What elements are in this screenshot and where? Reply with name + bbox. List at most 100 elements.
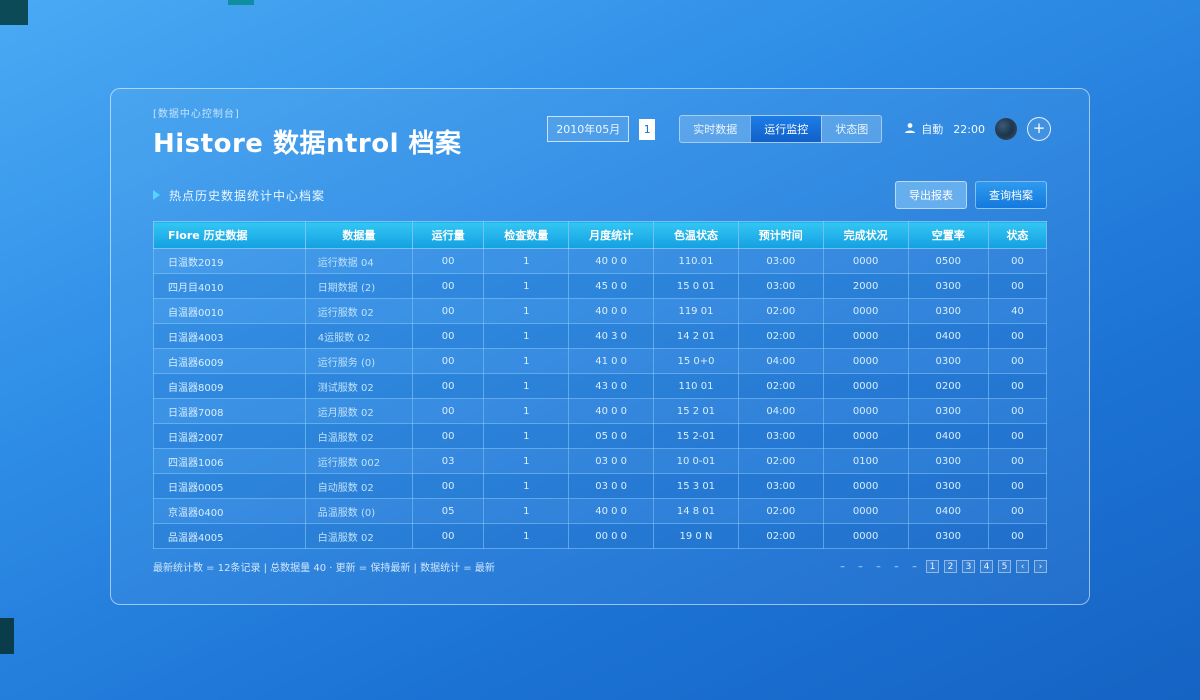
pagination-item[interactable]: 3	[962, 560, 975, 573]
table-cell: 00	[987, 373, 1048, 399]
pagination-item[interactable]: –	[858, 561, 863, 572]
pagination-item[interactable]: –	[840, 561, 845, 572]
table-cell: 0000	[822, 523, 909, 549]
table-row: 日温数2019 运行数据 04 00 1 40 0 0 110.01 03:00 0000 05…	[153, 248, 1048, 274]
user-menu[interactable]: 自動	[904, 121, 943, 137]
table-cell: 品温服数 (0)	[304, 498, 413, 524]
table-cell: 00	[987, 248, 1048, 274]
table-cell: 0000	[822, 398, 909, 424]
pagination-item[interactable]: 2	[944, 560, 957, 573]
section-title: 热点历史数据统计中心档案	[169, 188, 326, 203]
table-row: 四月目4010 日期数据 (2) 00 1 45 0 0 15 0 01 03:00 2000…	[153, 273, 1048, 299]
table-cell: 1	[483, 323, 570, 349]
table-cell: 1	[483, 423, 570, 449]
table-cell: 00 0 0	[568, 523, 655, 549]
table-cell: 03:00	[737, 248, 824, 274]
view-segmented-control: 实时数据 运行监控 状态图	[679, 115, 883, 143]
table-body: 日温数2019 运行数据 04 00 1 40 0 0 110.01 03:00 0000 05…	[153, 248, 1048, 549]
table-cell: 02:00	[737, 373, 824, 399]
table-cell: 119 01	[653, 298, 739, 324]
segment-status[interactable]: 状态图	[821, 116, 882, 142]
table-cell: 00	[411, 523, 485, 549]
footer-summary: 最新统计数 = 12条记录 | 总数据量 40 · 更新 = 保持最新 | 数据…	[153, 563, 495, 574]
table-cell: 03	[411, 448, 485, 474]
table-header-row: Flore 历史数据 数据量 运行量 检查数量 月度统计 色温状态 预计时间 完成状况 空置率状…	[153, 221, 1048, 249]
table-row: 自温器0010 运行服数 02 00 1 40 0 0 119 01 02:00 0000 03…	[153, 298, 1048, 324]
column-header: Flore 历史数据	[153, 221, 306, 249]
table-cell: 00	[411, 273, 485, 299]
pagination-item[interactable]: 1	[926, 560, 939, 573]
table-cell: 15 3 01	[653, 473, 739, 499]
header-controls: 2010年05月 1 实时数据 运行监控 状态图 自動 22:00 +	[547, 115, 1051, 143]
table-cell: 1	[483, 498, 570, 524]
date-field[interactable]: 2010年05月	[547, 116, 630, 142]
pagination-item[interactable]: ›	[1034, 560, 1047, 573]
data-table: Flore 历史数据 数据量 运行量 检查数量 月度统计 色温状态 预计时间 完成状况 空置率状…	[153, 221, 1048, 549]
pagination: – – – – –1 2 3 4 5 ‹ ›	[836, 560, 1047, 573]
section-actions: 导出报表 查询档案	[895, 181, 1047, 209]
table-cell: 自动服数 02	[304, 473, 413, 499]
segment-realtime[interactable]: 实时数据	[680, 116, 751, 142]
table-cell: 0500	[907, 248, 989, 274]
pagination-item[interactable]: 5	[998, 560, 1011, 573]
main-panel: [数据中心控制台] Histore 数据ntrol 档案 2010年05月 1 …	[110, 88, 1090, 605]
table-cell: 45 0 0	[568, 273, 655, 299]
pagination-item[interactable]: –	[894, 561, 899, 572]
table-cell: 测试服数 02	[304, 373, 413, 399]
table-cell: 43 0 0	[568, 373, 655, 399]
segment-monitor[interactable]: 运行监控	[750, 116, 822, 142]
table-cell: 00	[411, 473, 485, 499]
table-cell: 02:00	[737, 498, 824, 524]
table-cell: 日期数据 (2)	[304, 273, 413, 299]
table-row: 日温器2007 白温服数 02 00 1 05 0 0 15 2-01 03:00 0000 0…	[153, 423, 1048, 449]
table-cell: 14 8 01	[653, 498, 739, 524]
system-label: [数据中心控制台]	[153, 109, 240, 120]
table-cell: 05 0 0	[568, 423, 655, 449]
export-button[interactable]: 导出报表	[895, 181, 967, 209]
pagination-item[interactable]: –	[876, 561, 881, 572]
table-cell: 03:00	[737, 473, 824, 499]
table-cell: 02:00	[737, 298, 824, 324]
pagination-item[interactable]: 4	[980, 560, 993, 573]
table-cell: 1	[483, 398, 570, 424]
decor-corner-bottom-left	[0, 618, 14, 654]
add-button[interactable]: +	[1027, 117, 1051, 141]
table-cell: 00	[987, 323, 1048, 349]
table-cell: 00	[987, 523, 1048, 549]
column-header: 完成状况	[822, 221, 909, 249]
table-cell: 00	[411, 398, 485, 424]
column-header: 月度统计	[568, 221, 655, 249]
table-cell: 41 0 0	[568, 348, 655, 374]
date-page-box[interactable]: 1	[639, 118, 656, 140]
table-cell: 2000	[822, 273, 909, 299]
table-cell: 03 0 0	[568, 448, 655, 474]
time-label: 22:00	[953, 122, 985, 136]
table-cell: 1	[483, 348, 570, 374]
user-label: 自動	[921, 123, 944, 136]
pagination-item[interactable]: –	[912, 561, 917, 572]
table-row: 品温器4005 白温服数 02 00 1 00 0 0 19 0 N 02:00 0000 03…	[153, 523, 1048, 549]
globe-icon[interactable]	[995, 118, 1017, 140]
table-cell: 日温数2019	[153, 248, 306, 274]
table-cell: 0300	[907, 348, 989, 374]
table-cell: 40 3 0	[568, 323, 655, 349]
table-cell: 03:00	[737, 423, 824, 449]
pagination-item[interactable]: ‹	[1016, 560, 1029, 573]
column-header: 运行量	[411, 221, 485, 249]
column-header: 检查数量	[483, 221, 570, 249]
table-cell: 15 2-01	[653, 423, 739, 449]
table-cell: 4运服数 02	[304, 323, 413, 349]
table-cell: 03 0 0	[568, 473, 655, 499]
table-cell: 40 0 0	[568, 498, 655, 524]
table-cell: 0400	[907, 323, 989, 349]
table-cell: 日温器2007	[153, 423, 306, 449]
table-cell: 00	[987, 398, 1048, 424]
table-cell: 40	[987, 298, 1048, 324]
table-cell: 40 0 0	[568, 248, 655, 274]
table-cell: 运行服数 02	[304, 298, 413, 324]
table-cell: 1	[483, 473, 570, 499]
table-cell: 0000	[822, 473, 909, 499]
table-cell: 白温服数 02	[304, 523, 413, 549]
table-cell: 1	[483, 523, 570, 549]
query-button[interactable]: 查询档案	[975, 181, 1047, 209]
